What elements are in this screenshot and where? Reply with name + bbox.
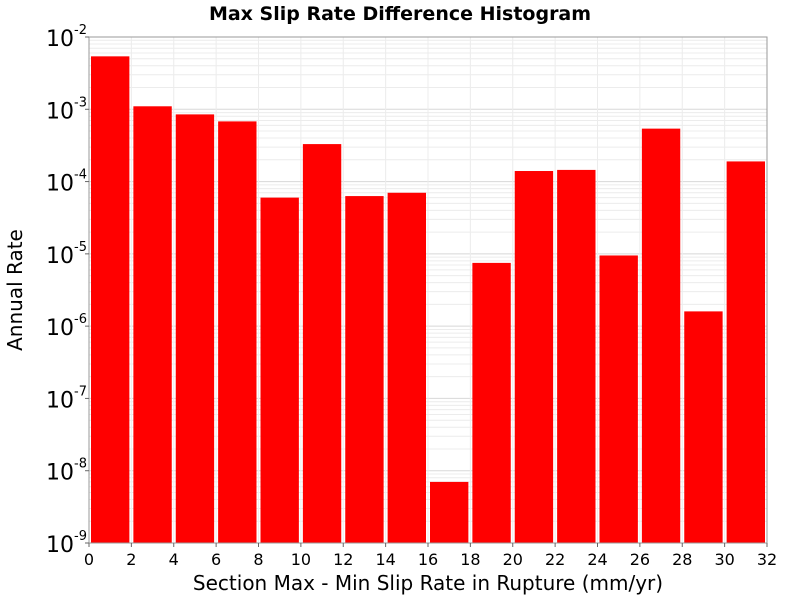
y-tick-exponent: -2 (74, 23, 87, 38)
x-tick-label: 18 (460, 550, 480, 569)
y-tick-label: 10 -4 (46, 168, 87, 197)
x-axis-label: Section Max - Min Slip Rate in Rupture (… (193, 571, 663, 595)
x-tick-label: 6 (211, 550, 221, 569)
y-tick-base: 10 (46, 172, 74, 197)
bar (557, 169, 596, 543)
y-tick-exponent: -8 (74, 457, 87, 472)
bar (684, 311, 723, 543)
y-axis-ticks: 10-910-810-710-610-510-410-310-2 (46, 23, 89, 558)
y-tick-label: 10 -3 (46, 95, 87, 124)
bar (599, 255, 638, 543)
x-tick-label: 10 (291, 550, 311, 569)
y-tick-exponent: -5 (74, 240, 87, 255)
x-tick-label: 30 (714, 550, 734, 569)
bar (175, 114, 215, 543)
x-tick-label: 26 (630, 550, 650, 569)
bar (514, 171, 554, 543)
y-tick-exponent: -6 (74, 312, 87, 327)
bar (133, 106, 172, 544)
bar (472, 262, 511, 543)
x-tick-label: 2 (126, 550, 136, 569)
x-tick-label: 0 (84, 550, 94, 569)
x-tick-label: 32 (757, 550, 777, 569)
y-tick-base: 10 (46, 533, 74, 558)
y-tick-base: 10 (46, 244, 74, 269)
x-tick-label: 12 (333, 550, 353, 569)
x-tick-label: 14 (375, 550, 395, 569)
x-tick-label: 28 (672, 550, 692, 569)
bar (430, 481, 469, 543)
y-tick-exponent: -3 (74, 95, 87, 110)
x-axis-ticks: 0 2 4 6 8 10 12 14 16 18 20 22 24 26 28 30 32 (84, 543, 777, 569)
bar (218, 121, 257, 543)
y-tick-label: 10 -7 (46, 384, 87, 413)
x-tick-label: 24 (587, 550, 607, 569)
y-tick-label: 10 -5 (46, 240, 87, 269)
bar (641, 128, 681, 543)
y-tick-label: 10 -9 (46, 529, 87, 558)
y-tick-base: 10 (46, 99, 74, 124)
y-tick-base: 10 (46, 388, 74, 413)
y-tick-base: 10 (46, 316, 74, 341)
x-tick-label: 20 (503, 550, 523, 569)
x-tick-label: 22 (545, 550, 565, 569)
bars (91, 56, 765, 544)
bar (260, 197, 299, 544)
y-axis-label: Annual Rate (3, 229, 27, 351)
x-tick-label: 4 (169, 550, 179, 569)
bar (91, 56, 130, 543)
bar (387, 192, 426, 544)
y-tick-exponent: -4 (74, 168, 87, 183)
y-tick-label: 10 -8 (46, 457, 87, 486)
chart-title: Max Slip Rate Difference Histogram (209, 3, 591, 25)
x-tick-label: 16 (418, 550, 438, 569)
x-tick-label: 8 (253, 550, 263, 569)
bar (302, 144, 342, 543)
y-tick-base: 10 (46, 461, 74, 486)
y-tick-label: 10 -2 (46, 23, 87, 52)
bar (726, 161, 765, 544)
y-tick-exponent: -9 (74, 529, 87, 544)
y-tick-label: 10 -6 (46, 312, 87, 341)
bar (345, 196, 384, 543)
y-tick-exponent: -7 (74, 384, 87, 399)
y-tick-base: 10 (46, 27, 74, 52)
